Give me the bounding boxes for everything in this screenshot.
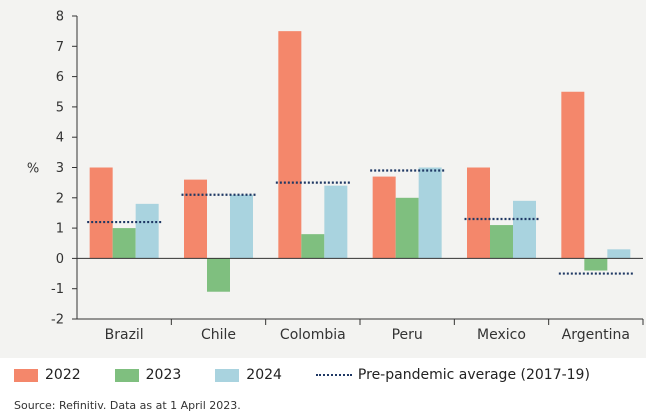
bar-2023-colombia [301, 234, 325, 259]
x-tick-label-peru: Peru [392, 327, 423, 343]
bar-2023-argentina [584, 258, 608, 271]
bar-2022-argentina [561, 91, 585, 259]
legend: 2022 2023 2024 Pre-pandemic average (201… [14, 364, 624, 386]
y-tick-label-4: 4 [56, 131, 64, 146]
bar-2024-brazil [135, 203, 159, 259]
y-tick-label--1: -1 [51, 282, 64, 297]
legend-swatch-2024 [215, 368, 240, 382]
bar-2024-argentina [607, 249, 631, 259]
legend-label-2024: 2024 [246, 367, 282, 383]
bar-2022-mexico [467, 167, 490, 259]
y-tick-label-8: 8 [56, 10, 64, 25]
bar-2024-chile [230, 194, 253, 259]
bar-2023-brazil [112, 228, 136, 259]
legend-item-2023: 2023 [114, 367, 182, 383]
legend-item-2024: 2024 [215, 367, 282, 383]
y-tick-label-0: 0 [56, 252, 64, 267]
bar-2022-peru [372, 176, 396, 259]
bar-2023-mexico [490, 225, 513, 259]
legend-label-pre-pandemic: Pre-pandemic average (2017-19) [357, 367, 590, 383]
legend-item-pre-pandemic: Pre-pandemic average (2017-19) [315, 367, 590, 383]
legend-item-2022: 2022 [14, 367, 81, 383]
bar-2022-brazil [89, 167, 113, 259]
bar-2024-mexico [513, 200, 536, 259]
bar-2022-colombia [278, 31, 302, 259]
y-tick-label-5: 5 [56, 100, 64, 115]
x-tick-label-colombia: Colombia [280, 327, 346, 343]
y-tick-label-2: 2 [56, 191, 64, 206]
y-tick-label--2: -2 [51, 313, 64, 328]
bar-2022-chile [184, 179, 207, 259]
legend-label-2023: 2023 [145, 367, 182, 383]
y-tick-label-6: 6 [56, 70, 64, 85]
legend-dotted-line [315, 374, 352, 376]
y-tick-label-3: 3 [56, 161, 64, 176]
bar-2023-peru [395, 197, 419, 259]
bar-2024-peru [418, 167, 442, 259]
bar-2024-colombia [324, 185, 348, 259]
y-axis-label: % [27, 162, 39, 177]
source-note: Source: Refinitiv. Data as at 1 April 20… [14, 399, 241, 412]
y-tick-label-1: 1 [56, 222, 64, 237]
bar-2023-chile [207, 258, 230, 292]
x-tick-label-mexico: Mexico [477, 327, 526, 343]
chart-canvas: -2 -1 0 1 2 3 4 5 6 7 8% Brazil Chile Colombia Peru Mex… [27, 10, 644, 343]
x-tick-label-brazil: Brazil [105, 327, 144, 343]
x-tick-label-chile: Chile [201, 327, 236, 343]
legend-swatch-2022 [14, 368, 38, 382]
y-tick-label-7: 7 [56, 40, 64, 55]
legend-swatch-2023 [114, 368, 139, 382]
x-tick-label-argentina: Argentina [562, 327, 630, 343]
legend-label-2022: 2022 [45, 367, 81, 383]
